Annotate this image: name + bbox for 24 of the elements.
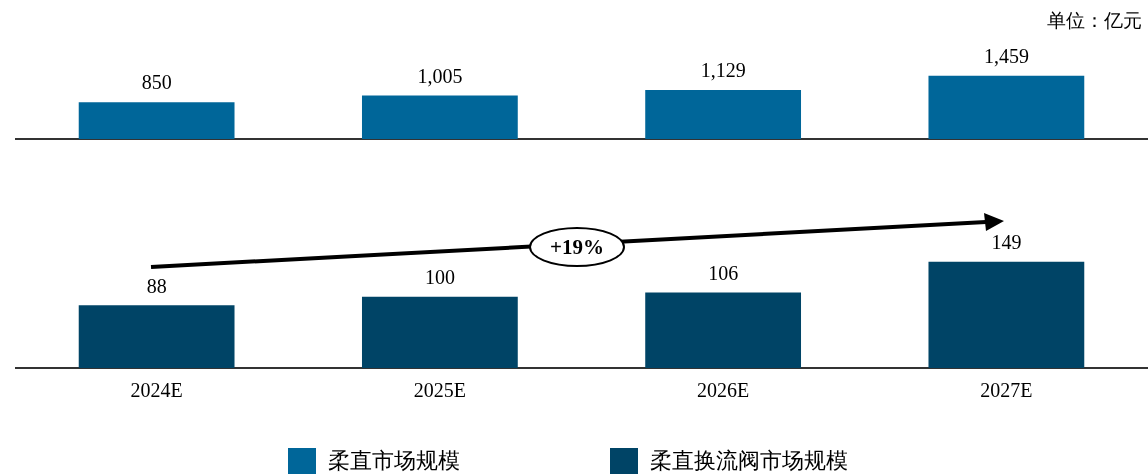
bar <box>645 90 802 139</box>
bar <box>645 292 802 368</box>
legend-label: 柔直换流阀市场规模 <box>650 447 848 475</box>
x-tick-label: 2024E <box>130 379 183 402</box>
data-label: 88 <box>146 274 167 297</box>
bar <box>78 102 235 139</box>
bar <box>78 305 235 368</box>
x-tick-label: 2025E <box>413 379 466 402</box>
data-label: 850 <box>141 71 172 94</box>
bar <box>928 75 1085 139</box>
x-tick-label: 2026E <box>697 379 750 402</box>
bar <box>361 296 518 368</box>
bar <box>928 261 1085 368</box>
data-label: 106 <box>708 261 739 284</box>
legend-label: 柔直市场规模 <box>328 447 460 475</box>
data-label: 1,129 <box>700 59 746 82</box>
text: +19% <box>529 227 625 267</box>
text: 单位：亿元 <box>1047 9 1142 33</box>
data-label: 149 <box>991 231 1022 254</box>
x-tick-label: 2027E <box>980 379 1033 402</box>
data-label: 100 <box>424 266 455 288</box>
bar <box>361 95 518 139</box>
data-label: 1,005 <box>417 64 463 87</box>
data-label: 1,459 <box>983 45 1029 68</box>
